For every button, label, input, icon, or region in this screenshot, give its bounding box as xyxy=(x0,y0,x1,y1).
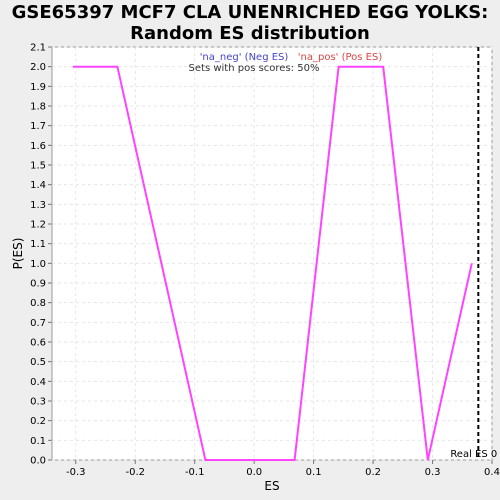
y-axis-ticks: 0.0 0.1 0.2 0.3 0.4 0.5 0.6 0.7 0.8 0.9 1.0 1.1 1.2 1… xyxy=(30,43,52,467)
y-tick-label: 0.7 xyxy=(30,318,46,329)
chart-title-line-1: GSE65397 MCF7 CLA UNENRICHED EGG YOLKS: xyxy=(11,2,489,23)
y-tick-label: 2.0 xyxy=(30,62,46,73)
y-axis-label: P(ES) xyxy=(11,238,25,270)
series-line xyxy=(72,65,473,461)
y-tick-label: 1.0 xyxy=(30,259,46,270)
y-tick-label: 1.4 xyxy=(30,180,46,191)
y-tick-label: 0.1 xyxy=(30,436,46,447)
x-tick-label: -0.1 xyxy=(185,467,205,478)
x-tick-label: 0.3 xyxy=(425,467,441,478)
grid-lines xyxy=(52,46,493,461)
y-tick-label: 2.1 xyxy=(30,43,46,54)
real-es-label: Real ES 0 xyxy=(450,449,497,460)
plot-area xyxy=(51,46,493,461)
y-tick-label: 1.2 xyxy=(30,220,46,231)
y-tick-label: 1.8 xyxy=(30,102,46,113)
series-group xyxy=(72,65,473,461)
chart-title-line-2: Random ES distribution xyxy=(130,23,370,44)
y-tick-label: 0.3 xyxy=(30,397,46,408)
y-tick-label: 1.9 xyxy=(30,82,46,93)
x-axis-label: ES xyxy=(264,479,279,493)
y-tick-label: 1.3 xyxy=(30,200,46,211)
x-tick-label: 0.2 xyxy=(365,467,381,478)
y-tick-label: 0.9 xyxy=(30,279,46,290)
x-tick-label: 0.1 xyxy=(306,467,322,478)
x-tick-label: 0.4 xyxy=(484,467,500,478)
x-tick-label: 0.0 xyxy=(246,467,262,478)
legend-subtitle: Sets with pos scores: 50% xyxy=(189,63,320,74)
chart-title: GSE65397 MCF7 CLA UNENRICHED EGG YOLKS: … xyxy=(0,2,500,44)
legend-pos-label: 'na_pos' (Pos ES) xyxy=(298,52,383,63)
y-tick-label: 1.5 xyxy=(30,161,46,172)
y-tick-label: 1.6 xyxy=(30,141,46,152)
y-tick-label: 0.5 xyxy=(30,357,46,368)
y-tick-label: 0.2 xyxy=(30,416,46,427)
x-tick-label: -0.2 xyxy=(125,467,145,478)
y-tick-label: 0.0 xyxy=(30,456,46,467)
y-tick-label: 1.1 xyxy=(30,239,46,250)
y-tick-label: 0.8 xyxy=(30,298,46,309)
x-tick-label: -0.3 xyxy=(66,467,86,478)
x-axis-ticks: -0.3 -0.2 -0.1 0.0 0.1 0.2 0.3 0.4 xyxy=(66,460,500,478)
y-tick-label: 0.6 xyxy=(30,338,46,349)
y-tick-label: 1.7 xyxy=(30,121,46,132)
legend-neg-label: 'na_neg' (Neg ES) xyxy=(200,52,289,63)
y-tick-label: 0.4 xyxy=(30,377,46,388)
